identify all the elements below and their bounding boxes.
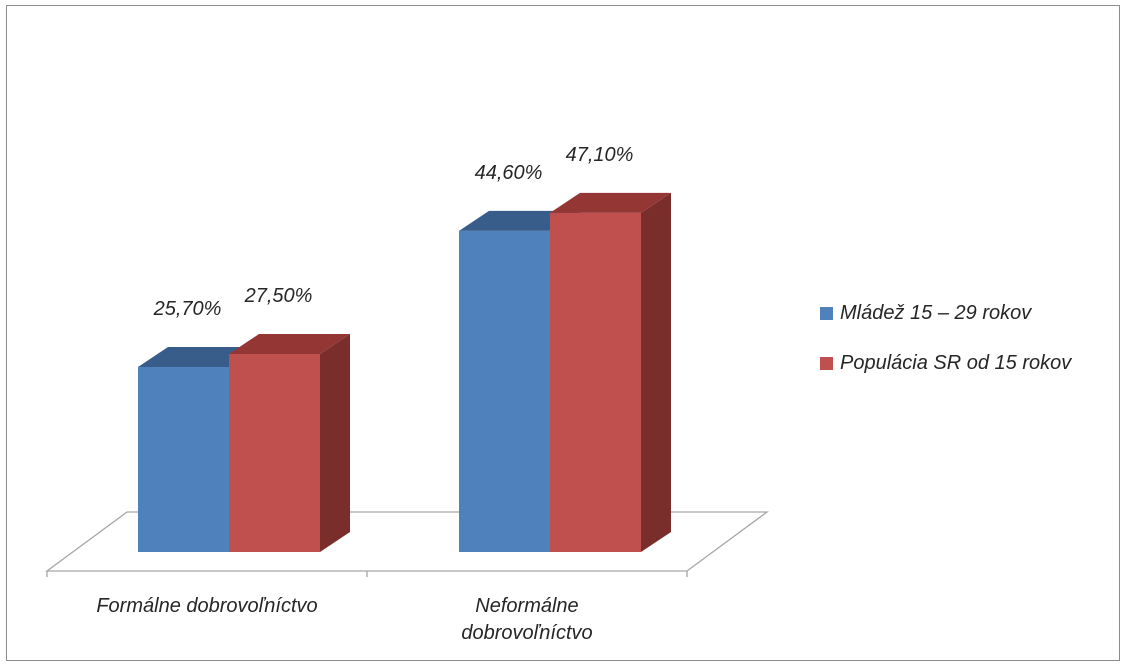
bar-front-face (550, 212, 641, 552)
bar-side-face (320, 334, 350, 552)
bar (229, 334, 350, 552)
bar (550, 192, 671, 552)
data-label: 27,50% (244, 285, 313, 307)
category-labels-layer: Formálne dobrovoľníctvo Neformálne dobrovo… (96, 595, 592, 644)
bar-top-face (229, 334, 350, 354)
legend-swatch (820, 357, 833, 370)
bar-side-face (641, 192, 671, 552)
legend-item: Populácia SR od 15 rokov (820, 352, 1072, 374)
bar-front-face (229, 354, 320, 552)
legend-label: Populácia SR od 15 rokov (840, 352, 1072, 374)
bar-top-face (459, 210, 580, 231)
bar-top-face (138, 346, 259, 367)
category-label: Neformálne (475, 595, 578, 617)
bars-layer (138, 192, 671, 552)
category-label: Formálne dobrovoľníctvo (96, 595, 317, 617)
legend-label: Mládež 15 – 29 rokov (840, 302, 1032, 324)
data-label: 44,60% (475, 162, 543, 184)
chart-frame: 25,70% 27,50% 44,60% 47,10% Formálne dobrov… (6, 5, 1120, 661)
chart-floor (45, 511, 769, 577)
bar-front-face (459, 230, 550, 552)
floor-plane (45, 511, 769, 572)
bar-front-face (138, 366, 229, 552)
legend-swatch (820, 307, 833, 320)
bar-top-face (550, 192, 671, 213)
legend-item: Mládež 15 – 29 rokov (820, 302, 1032, 324)
bar-chart: 25,70% 27,50% 44,60% 47,10% Formálne dobrov… (45, 144, 1072, 644)
data-labels-layer: 25,70% 27,50% 44,60% 47,10% (153, 144, 634, 320)
data-label: 25,70% (153, 298, 222, 320)
data-label: 47,10% (566, 144, 634, 166)
category-label: dobrovoľníctvo (461, 622, 592, 644)
legend: Mládež 15 – 29 rokov Populácia SR od 15 r… (820, 302, 1072, 374)
